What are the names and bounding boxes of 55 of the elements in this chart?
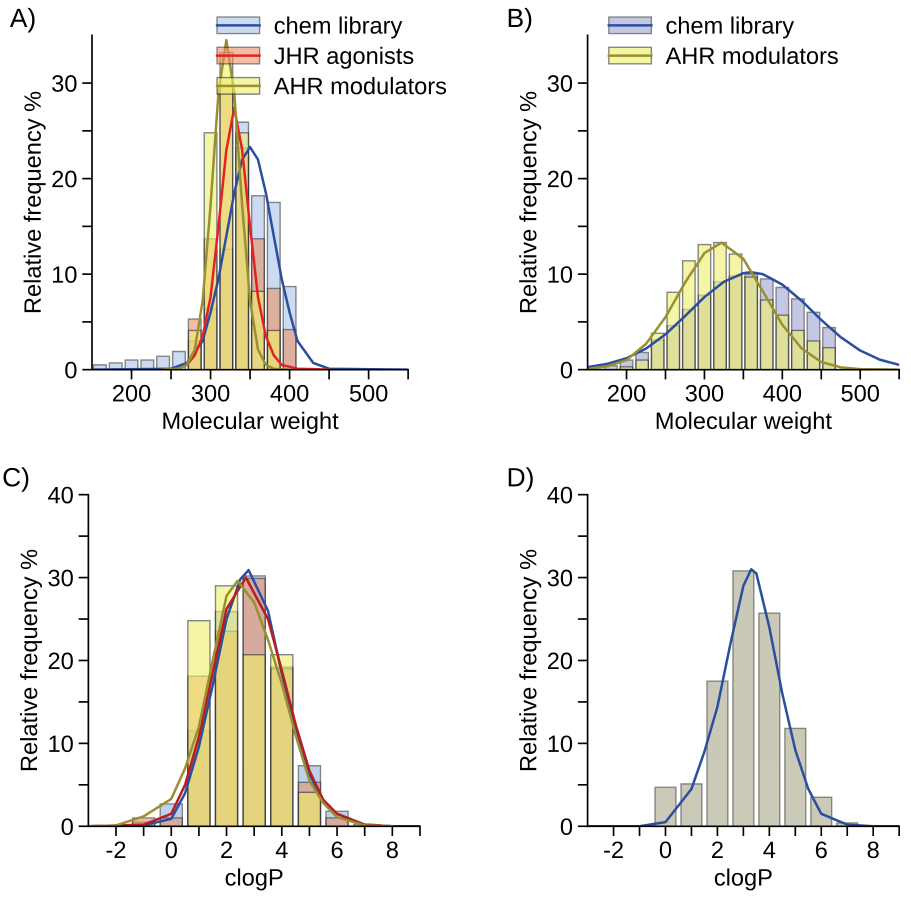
y-tick-label: 10 <box>548 735 572 752</box>
x-tick-label: 8 <box>386 841 398 858</box>
legend-label: chem library <box>666 16 794 38</box>
x-tick-label: 300 <box>686 384 724 402</box>
legend-label: AHR modulators <box>666 46 838 64</box>
x-tick-label: 4 <box>276 842 288 858</box>
x-axis-title: Molecular weight <box>163 412 338 434</box>
y-tick-label: 30 <box>548 570 572 586</box>
x-tick-label: 500 <box>841 384 879 402</box>
y-tick-label: 20 <box>52 170 77 188</box>
x-axis-title: clogP <box>226 868 282 890</box>
y-tick-label: 10 <box>548 266 572 283</box>
chart-title: D) <box>508 467 533 492</box>
chart-title: B) <box>508 8 532 32</box>
y-tick-label: 0 <box>65 362 77 378</box>
chart-title: A) <box>10 8 35 32</box>
x-tick-label: 500 <box>350 384 388 402</box>
x-tick-label: 4 <box>763 842 776 858</box>
y-axis-title: Relative frequency % <box>519 92 542 312</box>
y-tick-label: 20 <box>548 652 572 670</box>
x-tick-label: 400 <box>270 384 308 402</box>
y-tick-label: 0 <box>560 818 572 836</box>
x-tick-label: 300 <box>192 384 230 402</box>
chart-title: C) <box>3 467 28 492</box>
x-tick-label: 6 <box>816 841 827 858</box>
x-axis-title: clogP <box>714 868 772 890</box>
x-tick-label: 200 <box>113 384 150 402</box>
x-tick-label: 2 <box>712 841 723 858</box>
legend-label: chem library <box>274 16 402 38</box>
x-tick-label: 2 <box>221 841 232 858</box>
legend-label: AHR modulators <box>274 77 446 94</box>
y-tick-label: 30 <box>548 75 572 92</box>
x-axis-title: Molecular weight <box>656 412 832 434</box>
y-tick-label: 0 <box>560 362 572 378</box>
x-tick-label: 6 <box>332 841 343 858</box>
x-tick-label: 8 <box>868 841 879 858</box>
y-tick-label: 30 <box>48 570 73 586</box>
x-tick-label: -2 <box>106 841 126 858</box>
x-tick-label: -2 <box>604 841 623 858</box>
y-axis-title: Relative frequency % <box>20 550 42 770</box>
y-tick-label: 40 <box>547 486 572 504</box>
y-tick-label: 10 <box>52 266 77 283</box>
y-tick-label: 20 <box>48 652 73 670</box>
y-tick-label: 20 <box>548 170 572 188</box>
x-tick-label: 400 <box>763 384 802 402</box>
x-tick-label: 0 <box>166 841 177 858</box>
y-tick-label: 40 <box>48 486 73 504</box>
legend-label: JHR agonists <box>274 46 414 69</box>
y-axis-title: Relative frequency % <box>519 550 542 770</box>
y-tick-label: 30 <box>52 75 77 92</box>
x-tick-label: 200 <box>608 384 646 402</box>
y-axis-title: Relative frequency % <box>24 92 46 312</box>
x-tick-label: 0 <box>660 841 672 858</box>
y-tick-label: 10 <box>49 735 73 752</box>
y-tick-label: 0 <box>62 818 73 836</box>
